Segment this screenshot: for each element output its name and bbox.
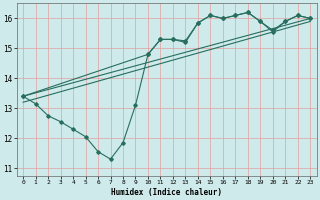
X-axis label: Humidex (Indice chaleur): Humidex (Indice chaleur) bbox=[111, 188, 222, 197]
